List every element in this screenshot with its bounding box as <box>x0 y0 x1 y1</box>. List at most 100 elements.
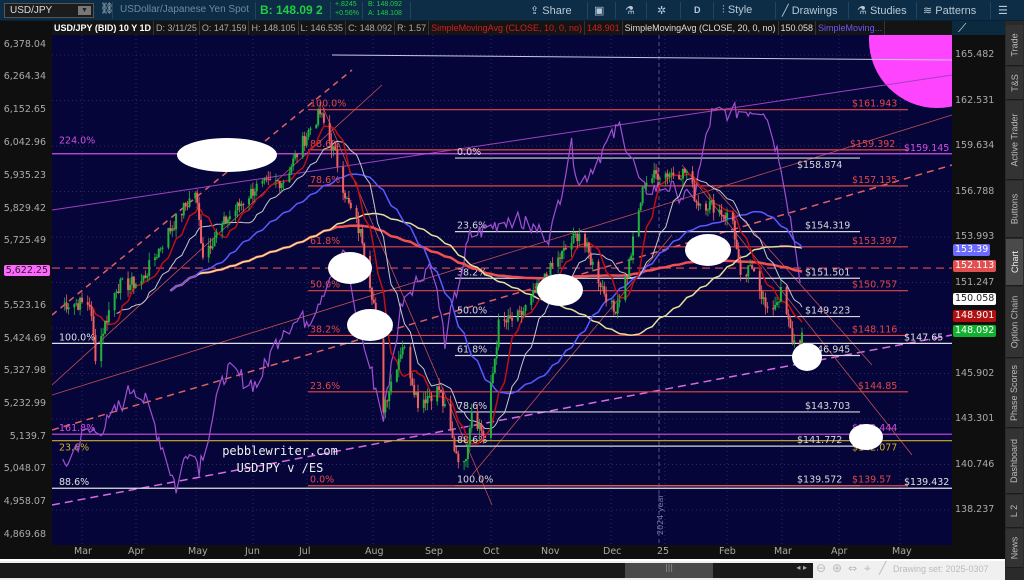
candle-body <box>657 173 659 180</box>
sidebar-tab-buttons[interactable]: Buttons <box>1006 181 1023 238</box>
patterns-button[interactable]: ≋ Patterns <box>923 4 976 17</box>
candle-body <box>518 310 521 312</box>
candle-body <box>169 227 172 232</box>
candle-body <box>102 333 105 336</box>
price-chart[interactable]: $161.943 $159.392 $159.145 $158.874 $157.135… <box>52 35 952 545</box>
price-level-label: $139.572 <box>797 475 842 486</box>
right-axis-tick: 138.237 <box>955 504 995 515</box>
sidebar-tab-news[interactable]: News <box>1006 529 1023 568</box>
period-button[interactable]: D <box>694 5 701 15</box>
right-axis-tick: 143.301 <box>955 413 995 424</box>
scrollbar-thumb[interactable]: ||| <box>625 563 713 578</box>
sidebar-tab-active-trader[interactable]: Active Trader <box>1006 101 1023 180</box>
fib-percent-label: 88.6% <box>59 477 89 488</box>
candle-body <box>370 287 373 300</box>
candle-body <box>253 191 256 196</box>
candle-body <box>88 304 91 307</box>
candle-body <box>495 347 498 359</box>
bid-price: B: 148.09 2 <box>260 3 323 17</box>
candle-body <box>194 192 197 199</box>
zoom-in-icon[interactable]: ⊕ <box>832 561 843 575</box>
candle-body <box>288 172 291 183</box>
annotation-ellipse <box>792 343 822 371</box>
candle-body <box>188 198 191 207</box>
left-axis-tick: 5,523.16 <box>3 300 46 311</box>
fib-percent-label: 38.2% <box>457 267 487 278</box>
fib-percent-label: 61.8% <box>310 236 340 247</box>
link-icon[interactable]: ⛓ <box>100 3 114 15</box>
candle-body <box>225 216 227 224</box>
alert-icon[interactable]: ▣ <box>594 5 605 17</box>
candle-body <box>522 311 525 316</box>
candle-body <box>559 257 562 259</box>
candle-body <box>793 340 796 343</box>
symbol-selector[interactable]: USD/JPY ▼ <box>4 3 94 18</box>
flask-icon[interactable]: ⚗ <box>625 5 635 17</box>
left-axis-tick: 6,264.34 <box>3 71 46 82</box>
sma20-label[interactable]: SimpleMovingAvg (CLOSE, 20, 0, no) <box>623 21 779 35</box>
candle-body <box>438 386 441 390</box>
share-label: Share <box>542 5 572 17</box>
sma10-label[interactable]: SimpleMovingAvg (CLOSE, 10, 0, no) <box>429 21 586 35</box>
candle-body <box>785 287 788 315</box>
price-level-label: $154.319 <box>805 221 850 232</box>
candle-body <box>127 278 130 291</box>
sidebar-tab-option-chain[interactable]: Option Chain <box>1006 287 1023 358</box>
sidebar-tab-label: Active Trader <box>1009 113 1020 167</box>
left-axis-tick: 4,958.07 <box>3 496 46 507</box>
pan-icon[interactable]: ⇔ <box>848 562 858 575</box>
chevron-down-icon[interactable]: ▼ <box>78 6 91 15</box>
price-level-label: $146.945 <box>805 344 850 355</box>
candle-body <box>731 212 734 221</box>
fib-percent-label: 100.0% <box>457 475 493 486</box>
axis-scale-icon[interactable]: ⟋ <box>958 21 967 35</box>
study-more-label[interactable]: SimpleMoving... <box>816 21 886 35</box>
candle-body <box>722 214 725 216</box>
sidebar-tab-phase-scores[interactable]: Phase Scores <box>1006 359 1023 428</box>
scroll-arrows[interactable]: ◂ ▸ <box>713 563 813 578</box>
style-label: Style <box>727 4 753 16</box>
candle-body <box>480 423 483 431</box>
sidebar-tab-label: T&S <box>1009 74 1020 92</box>
drawing-set-label[interactable]: Drawing set: 2025-0307 <box>893 564 989 574</box>
candle-body <box>305 137 308 146</box>
drawing-line-icon[interactable]: ╱ <box>879 561 887 575</box>
candle-body <box>211 246 214 249</box>
style-button[interactable]: ⫶ Style <box>722 4 752 17</box>
time-axis-tick: Jul <box>299 546 311 557</box>
candle-body <box>616 302 619 314</box>
candle-body <box>672 172 675 176</box>
drawings-button[interactable]: ╱ Drawings <box>782 4 838 17</box>
candle-body <box>200 219 203 244</box>
sidebar-tab-trade[interactable]: Trade <box>1006 25 1023 66</box>
candle-body <box>395 369 398 382</box>
candle-body <box>249 188 252 199</box>
candle-body <box>355 207 358 219</box>
annotation-ellipse <box>685 234 731 266</box>
time-axis-tick: Nov <box>541 546 560 557</box>
sidebar-tab-dashboard[interactable]: Dashboard <box>1006 429 1023 494</box>
sidebar-tab-chart[interactable]: Chart <box>1006 239 1023 286</box>
zoom-out-icon[interactable]: ⊖ <box>816 561 827 575</box>
left-axis-tick: 5,048.07 <box>3 463 46 474</box>
sidebar-tab-l-2[interactable]: L 2 <box>1006 495 1023 528</box>
trend-line <box>52 164 952 431</box>
time-axis-tick: Aug <box>365 546 384 557</box>
fib-percent-label: 61.8% <box>457 344 487 355</box>
sidebar-tab-t-s[interactable]: T&S <box>1006 67 1023 100</box>
symbol-description: USDollar/Japanese Yen Spot <box>120 4 249 15</box>
share-button[interactable]: ⇪ Share <box>530 4 572 17</box>
candle-body <box>664 173 667 179</box>
left-axis-tick: 5,935.23 <box>3 170 46 181</box>
trend-line <box>52 114 952 396</box>
studies-button[interactable]: ⚗ Studies <box>857 4 907 17</box>
candle-body <box>153 257 156 261</box>
candle-body <box>440 389 443 393</box>
gear-icon[interactable]: ✲ <box>657 5 667 17</box>
crosshair-icon[interactable]: ⌖ <box>864 561 871 575</box>
menu-icon[interactable]: ☰ <box>998 5 1008 17</box>
price-level-label: $151.501 <box>805 267 850 278</box>
candle-body <box>344 192 347 199</box>
horizontal-scrollbar[interactable] <box>0 563 625 578</box>
info-range: R: 1.57 <box>395 21 430 35</box>
